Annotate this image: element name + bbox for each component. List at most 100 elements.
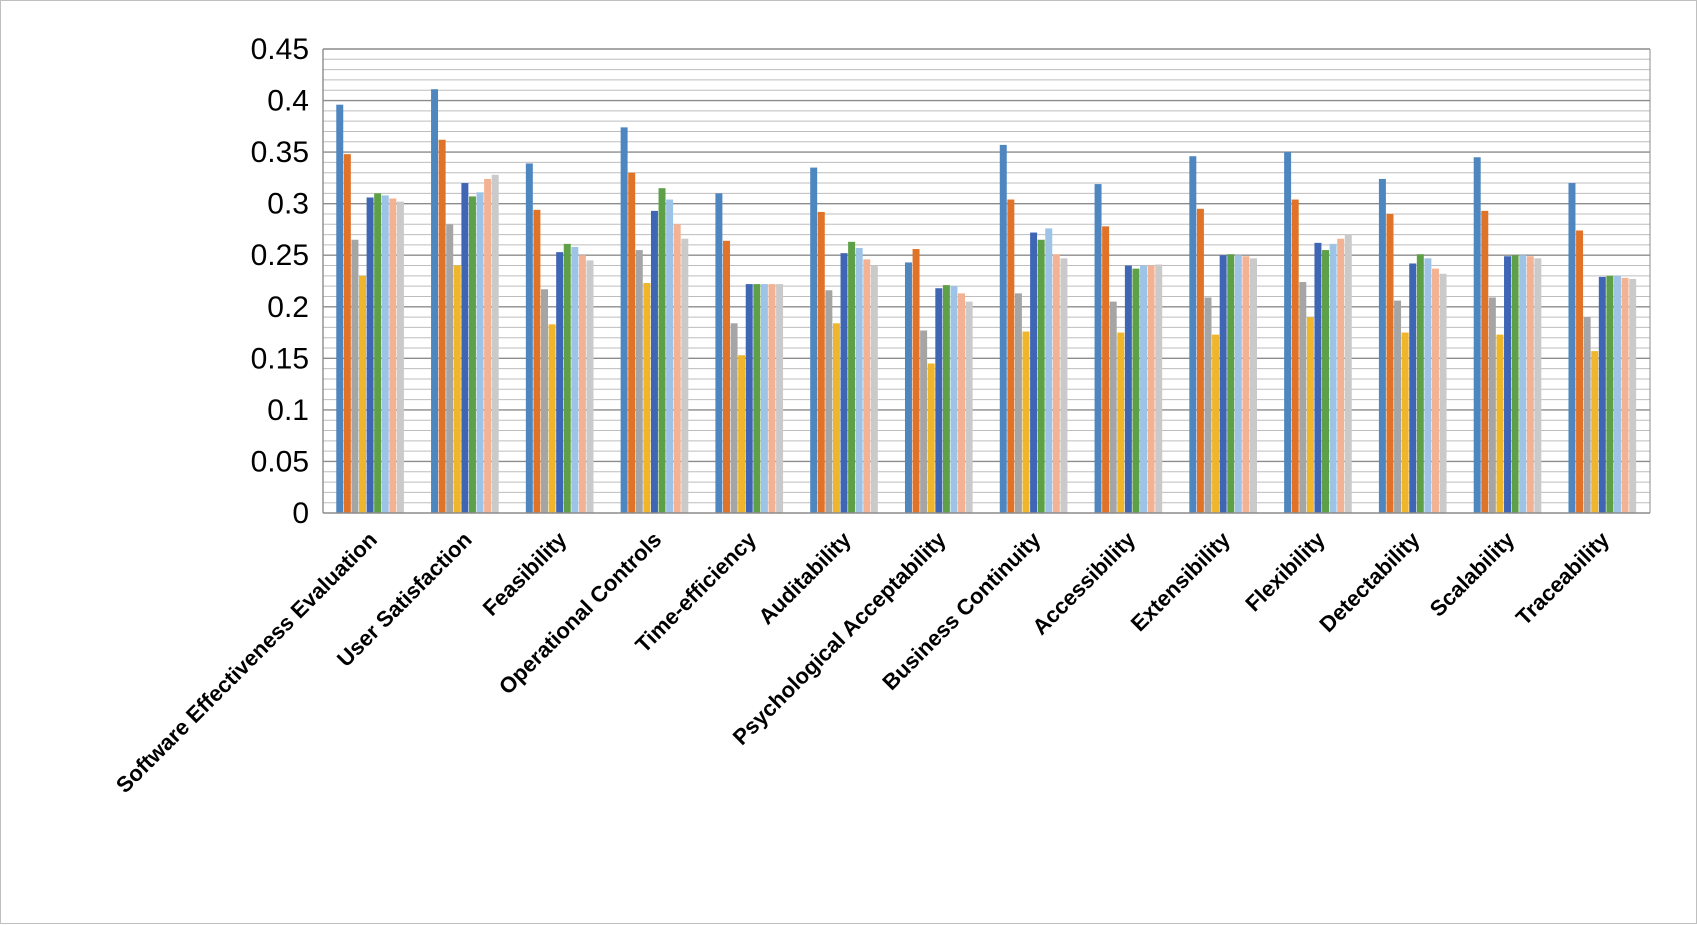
bar-series-3-accessibility [1109,301,1117,513]
bar-series-4-feasibility [548,324,556,513]
bar-series-4-flexibility [1306,317,1314,513]
bar-series-2-software-effectiveness-evaluation [343,154,351,514]
bar-series-1-scalability [1473,157,1481,513]
bar-series-2-flexibility [1291,199,1299,514]
y-tick-label: 0.05 [251,445,309,478]
bar-series-2-detectability [1386,213,1394,514]
bar-series-4-user-satisfaction [453,265,461,513]
bar-series-5-detectability [1409,263,1417,513]
bar-series-8-traceability [1621,277,1629,513]
bar-series-9-scalability [1534,258,1542,513]
y-tick-label: 0.45 [251,33,309,66]
bar-series-6-user-satisfaction [468,196,476,513]
bar-series-9-business-continuity [1060,258,1068,513]
bar-series-7-user-satisfaction [476,192,484,513]
bar-series-3-extensibility [1204,297,1212,513]
bar-series-2-auditability [817,211,825,514]
bar-series-4-operational-controls [643,283,651,513]
bar-series-6-operational-controls [658,188,666,513]
bar-series-1-accessibility [1094,184,1102,513]
bar-series-5-operational-controls [650,210,658,513]
bar-series-1-operational-controls [620,127,628,514]
bar-series-3-psychological-acceptability [920,330,928,513]
bar-series-6-scalability [1511,255,1519,513]
bar-series-8-software-effectiveness-evaluation [389,198,397,513]
bar-series-9-detectability [1439,273,1447,513]
bar-series-3-scalability [1488,297,1496,513]
bar-series-6-feasibility [563,243,571,513]
bar-series-9-extensibility [1250,258,1257,513]
bar-series-3-traceability [1583,317,1591,513]
bar-series-7-accessibility [1140,265,1148,513]
bar-series-1-feasibility [525,163,533,513]
bar-series-8-business-continuity [1052,254,1060,513]
x-tick-label: Business Continuity [877,526,1046,695]
bar-series-5-scalability [1504,256,1512,513]
bar-series-7-extensibility [1234,255,1242,513]
bar-series-7-operational-controls [666,199,674,514]
bar-series-3-feasibility [541,289,548,513]
bar-series-2-time-efficiency [723,240,730,514]
bar-series-8-user-satisfaction [484,178,492,514]
y-tick-label: 0.3 [267,188,309,221]
x-tick-label: Operational Controls [494,527,666,699]
gridlines [323,48,1650,504]
bar-series-9-feasibility [586,260,594,513]
bar-series-1-auditability [810,167,818,513]
bar-series-3-detectability [1394,300,1402,513]
x-tick-label: Detectability [1314,526,1425,637]
bar-series-9-psychological-acceptability [965,301,973,513]
bar-series-5-accessibility [1124,265,1132,513]
bar-series-9-software-effectiveness-evaluation [396,201,404,513]
bar-series-7-psychological-acceptability [950,286,958,513]
bar-series-6-flexibility [1322,250,1330,513]
bar-series-4-detectability [1401,332,1409,513]
bar-series-1-software-effectiveness-evaluation [336,104,344,514]
bar-series-6-detectability [1416,254,1424,513]
y-tick-label: 0 [292,497,309,530]
bar-series-3-operational-controls [635,250,643,513]
bar-series-5-flexibility [1314,242,1322,513]
bar-series-4-business-continuity [1022,331,1030,513]
bar-series-6-time-efficiency [753,284,761,513]
y-axis-tick-labels: 0 0.05 0.1 0.15 0.2 0.25 0.3 0.35 0.4 0.45 [251,33,309,530]
bar-series-7-time-efficiency [760,284,768,513]
bar-series-3-flexibility [1299,282,1307,513]
bar-series-9-auditability [870,265,878,513]
bar-series-9-accessibility [1155,264,1163,513]
bar-series-7-scalability [1519,255,1527,513]
bar-series-6-software-effectiveness-evaluation [374,193,382,514]
bar-series-5-software-effectiveness-evaluation [366,197,374,514]
bar-series-4-traceability [1591,351,1599,513]
bar-series-9-time-efficiency [776,284,784,513]
bar-series-1-flexibility [1284,152,1292,514]
bar-series-1-psychological-acceptability [904,262,912,513]
bar-series-4-time-efficiency [738,355,746,513]
bar-series-5-time-efficiency [745,284,753,513]
bar-series-5-feasibility [556,252,564,513]
bar-series-8-feasibility [578,255,586,513]
bar-series-1-extensibility [1189,156,1197,514]
bar-series-3-business-continuity [1014,293,1022,513]
bar-series-2-scalability [1481,210,1489,513]
bar-series-3-user-satisfaction [446,224,454,514]
bar-series-4-psychological-acceptability [927,363,935,513]
bar-series-6-extensibility [1227,254,1235,513]
x-tick-label: Scalability [1425,526,1520,621]
bar-series-1-user-satisfaction [431,89,439,514]
bar-series-8-time-efficiency [768,284,776,513]
bar-series-8-flexibility [1337,238,1345,513]
bar-series-7-software-effectiveness-evaluation [381,195,389,514]
bar-series-8-accessibility [1147,265,1155,513]
bar-series-9-flexibility [1344,234,1352,513]
x-tick-label: Accessibility [1027,526,1140,639]
bar-series-6-auditability [848,241,856,513]
axes [322,49,1651,514]
x-tick-label: Feasibility [478,526,572,620]
bar-series-3-auditability [825,290,833,513]
bar-series-7-traceability [1613,275,1621,513]
x-tick-label: Traceability [1511,526,1615,630]
